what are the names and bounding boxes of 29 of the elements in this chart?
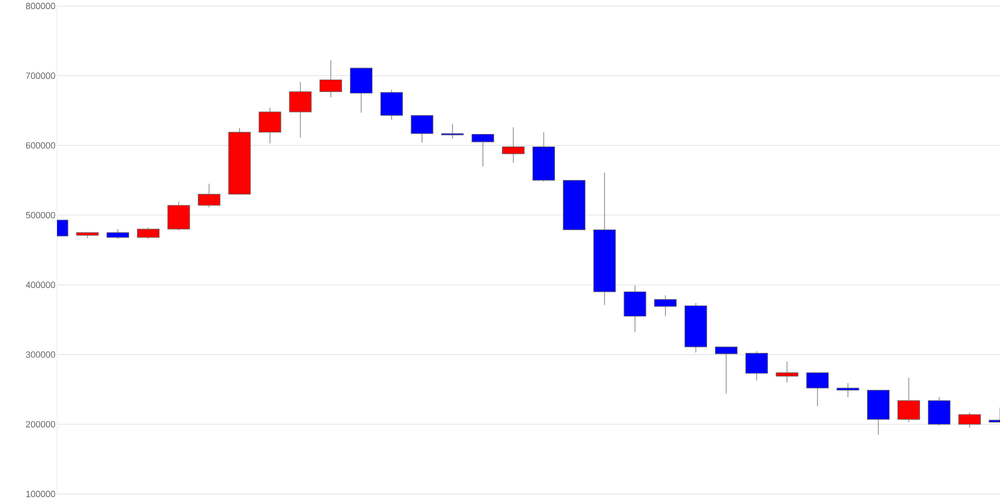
candlestick bbox=[806, 372, 829, 407]
candlestick bbox=[106, 228, 130, 240]
y-tick-label: 400000 bbox=[26, 282, 56, 288]
candlestick bbox=[441, 123, 464, 139]
candlestick bbox=[714, 346, 738, 394]
y-tick-label: 300000 bbox=[26, 351, 56, 358]
y-tick-label: 700000 bbox=[26, 72, 56, 79]
candlestick bbox=[137, 227, 160, 240]
candlestick bbox=[958, 412, 981, 428]
candlestick bbox=[289, 82, 312, 138]
y-tick-label: 500000 bbox=[26, 212, 56, 218]
candlestick bbox=[167, 201, 190, 231]
candlestick bbox=[258, 107, 282, 144]
candlestick bbox=[745, 350, 768, 381]
candlestick bbox=[320, 60, 342, 98]
candlestick bbox=[198, 183, 220, 208]
candlestick bbox=[928, 396, 950, 426]
candlestick bbox=[897, 377, 920, 423]
candlestick bbox=[502, 126, 525, 164]
candlestick bbox=[472, 134, 494, 167]
candlestick bbox=[776, 361, 798, 383]
y-tick-label: 200000 bbox=[26, 421, 56, 428]
candlestick bbox=[654, 294, 677, 317]
candlestick bbox=[836, 382, 860, 398]
y-tick-label: 800000 bbox=[26, 2, 56, 10]
candlestick bbox=[380, 89, 403, 120]
y-tick-label: 600000 bbox=[26, 142, 56, 149]
y-tick-label: 100000 bbox=[26, 490, 56, 498]
candlestick bbox=[410, 115, 434, 144]
